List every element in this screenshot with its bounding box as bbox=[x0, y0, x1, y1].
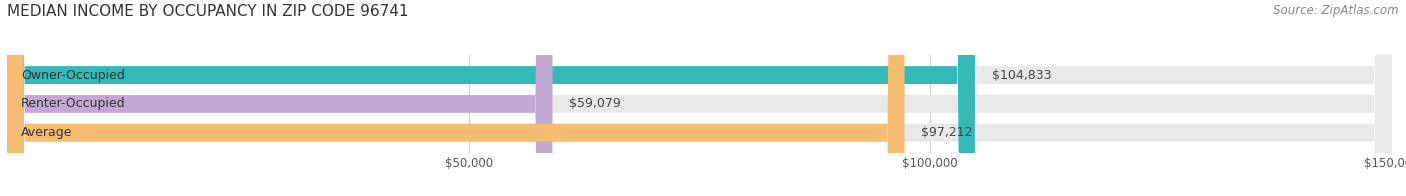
FancyBboxPatch shape bbox=[7, 0, 553, 196]
FancyBboxPatch shape bbox=[7, 0, 904, 196]
Text: $97,212: $97,212 bbox=[921, 126, 973, 139]
FancyBboxPatch shape bbox=[7, 0, 1392, 196]
Text: Source: ZipAtlas.com: Source: ZipAtlas.com bbox=[1274, 4, 1399, 17]
Text: Average: Average bbox=[21, 126, 72, 139]
Text: $104,833: $104,833 bbox=[991, 69, 1052, 82]
Text: Renter-Occupied: Renter-Occupied bbox=[21, 97, 125, 110]
Text: MEDIAN INCOME BY OCCUPANCY IN ZIP CODE 96741: MEDIAN INCOME BY OCCUPANCY IN ZIP CODE 9… bbox=[7, 4, 409, 19]
FancyBboxPatch shape bbox=[7, 0, 1392, 196]
FancyBboxPatch shape bbox=[7, 0, 1392, 196]
Text: $59,079: $59,079 bbox=[569, 97, 621, 110]
FancyBboxPatch shape bbox=[7, 0, 974, 196]
Text: Owner-Occupied: Owner-Occupied bbox=[21, 69, 125, 82]
